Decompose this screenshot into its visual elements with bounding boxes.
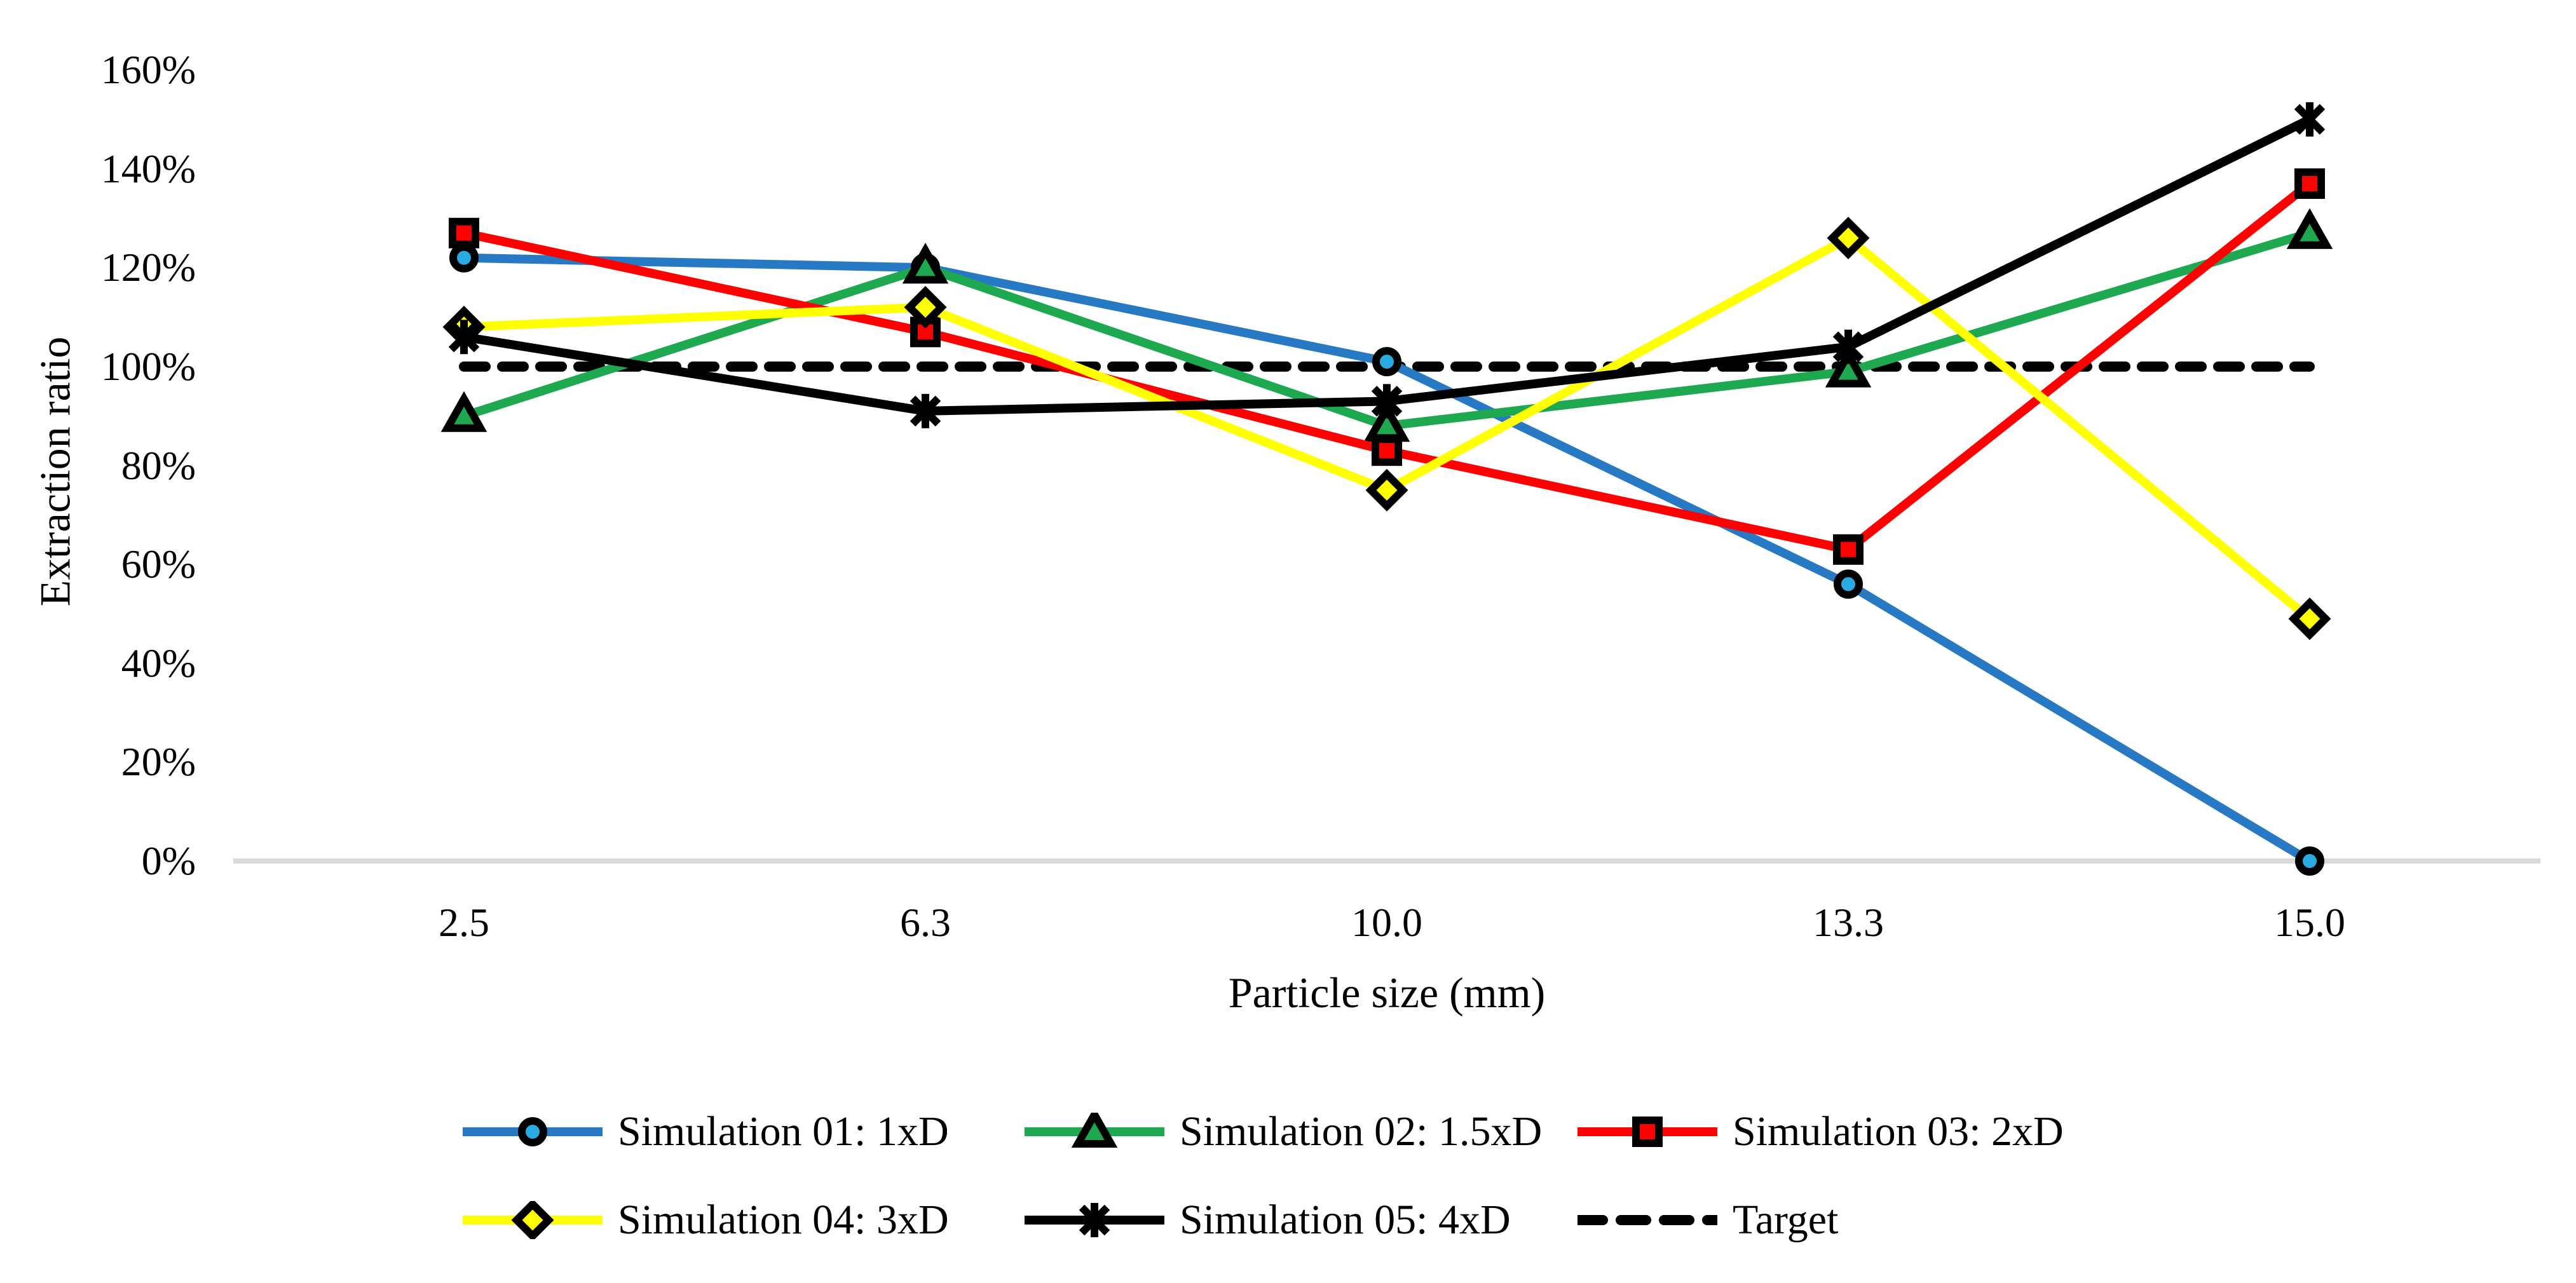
asterisk-marker-icon xyxy=(2294,102,2326,137)
square-marker-icon xyxy=(1833,534,1864,565)
circle-marker-icon xyxy=(1834,569,1863,599)
square-marker-icon xyxy=(2294,168,2325,199)
diamond-marker-icon xyxy=(904,286,947,329)
series-0 xyxy=(449,243,2324,876)
legend-label: Simulation 03: 2xD xyxy=(1733,1108,2064,1155)
series-3 xyxy=(442,217,2331,641)
legend-label: Simulation 05: 4xD xyxy=(1180,1197,1511,1243)
asterisk-marker-icon xyxy=(1079,1203,1110,1237)
y-tick-label: 160% xyxy=(100,47,196,92)
legend-item-1: Simulation 02: 1.5xD xyxy=(1025,1108,1578,1156)
legend-line-sample xyxy=(1025,1113,1164,1148)
triangle-marker-icon xyxy=(902,243,949,284)
legend-line-sample xyxy=(1578,1117,1717,1147)
square-marker-icon xyxy=(1372,435,1402,466)
y-tick-label: 120% xyxy=(100,245,196,290)
triangle-marker-icon xyxy=(2286,208,2333,249)
asterisk-marker-icon xyxy=(448,320,480,355)
x-tick-label: 6.3 xyxy=(900,900,951,945)
y-tick-label: 40% xyxy=(121,640,196,686)
x-tick-label: 15.0 xyxy=(2274,900,2345,945)
triangle-marker-icon xyxy=(1071,1113,1118,1148)
y-tick-label: 140% xyxy=(100,146,196,191)
y-tick-label: 80% xyxy=(121,442,196,488)
legend-row: Simulation 04: 3xD Simulation 05: 4xD Targ… xyxy=(463,1196,1838,1244)
legend-line-sample xyxy=(1578,1215,1717,1225)
legend-label: Target xyxy=(1733,1197,1839,1243)
circle-marker-icon xyxy=(449,243,479,273)
y-tick-label: 60% xyxy=(121,541,196,587)
legend-item-4: Simulation 05: 4xD xyxy=(1025,1196,1578,1244)
y-tick-label: 20% xyxy=(121,739,196,785)
square-marker-icon xyxy=(449,217,479,248)
y-tick-label: 100% xyxy=(100,343,196,389)
legend-label: Simulation 04: 3xD xyxy=(618,1197,949,1243)
legend-label: Simulation 01: 1xD xyxy=(618,1108,949,1155)
asterisk-marker-icon xyxy=(1371,384,1403,419)
diamond-marker-icon xyxy=(1827,217,1870,260)
legend-item-2: Simulation 03: 2xD xyxy=(1578,1108,2064,1156)
x-tick-label: 2.5 xyxy=(439,900,489,945)
legend-item-3: Simulation 04: 3xD xyxy=(463,1196,1025,1244)
legend-item-5: Target xyxy=(1578,1196,1838,1244)
legend-line-sample xyxy=(463,1117,603,1146)
legend-row: Simulation 01: 1xD Simulation 02: 1.5xD Si… xyxy=(463,1108,2064,1156)
diamond-marker-icon xyxy=(1365,468,1408,512)
circle-marker-icon xyxy=(2295,846,2324,876)
legend-line-sample xyxy=(1025,1203,1164,1237)
diamond-marker-icon xyxy=(511,1201,554,1239)
legend-item-0: Simulation 01: 1xD xyxy=(463,1108,1025,1156)
asterisk-marker-icon xyxy=(1832,329,1864,364)
diamond-marker-icon xyxy=(2288,597,2331,641)
circle-marker-icon xyxy=(1372,347,1401,377)
circle-marker-icon xyxy=(518,1117,547,1146)
square-marker-icon xyxy=(1632,1117,1663,1147)
y-tick-label: 0% xyxy=(141,838,196,883)
x-tick-label: 10.0 xyxy=(1351,900,1422,945)
legend-line-sample xyxy=(463,1201,603,1239)
asterisk-marker-icon xyxy=(910,393,941,428)
series-4 xyxy=(448,102,2326,428)
x-tick-label: 13.3 xyxy=(1813,900,1884,945)
triangle-marker-icon xyxy=(1825,346,1872,388)
legend-label: Simulation 02: 1.5xD xyxy=(1180,1108,1543,1155)
triangle-marker-icon xyxy=(440,391,487,432)
x-axis-title: Particle size (mm) xyxy=(1228,968,1546,1017)
